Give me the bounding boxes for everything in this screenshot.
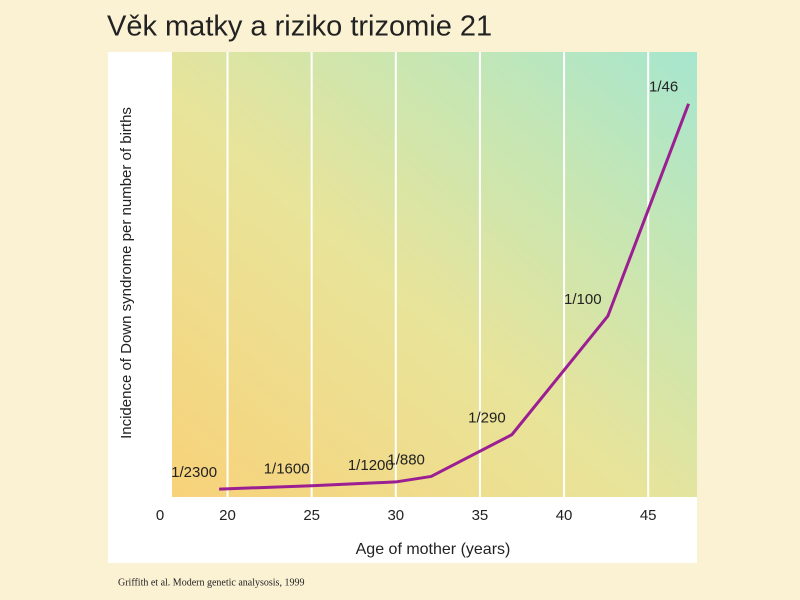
x-tick-label: 25 (303, 507, 320, 524)
x-tick-label: 35 (472, 507, 489, 524)
data-line (219, 103, 690, 491)
data-label: 1/1600 (264, 461, 310, 478)
data-label: 1/100 (564, 291, 602, 308)
x-tick-label: 45 (640, 507, 657, 524)
y-axis-label: Incidence of Down syndrome per number of… (118, 107, 135, 439)
x-tick-label: 40 (556, 507, 573, 524)
slide-title: Věk matky a riziko trizomie 21 (107, 11, 492, 43)
data-label: 1/1200 (348, 457, 394, 474)
plot-area (172, 52, 697, 497)
x-tick-label: 0 (156, 507, 164, 524)
x-tick-label: 20 (219, 507, 236, 524)
x-axis-label: Age of mother (years) (356, 541, 511, 558)
source: Griffith et al. Modern genetic analysosi… (118, 577, 304, 588)
data-label: 1/46 (649, 79, 678, 96)
data-label: 1/290 (468, 410, 506, 427)
data-label: 1/2300 (171, 464, 217, 481)
x-tick-label: 30 (387, 507, 404, 524)
data-label: 1/880 (387, 451, 425, 468)
